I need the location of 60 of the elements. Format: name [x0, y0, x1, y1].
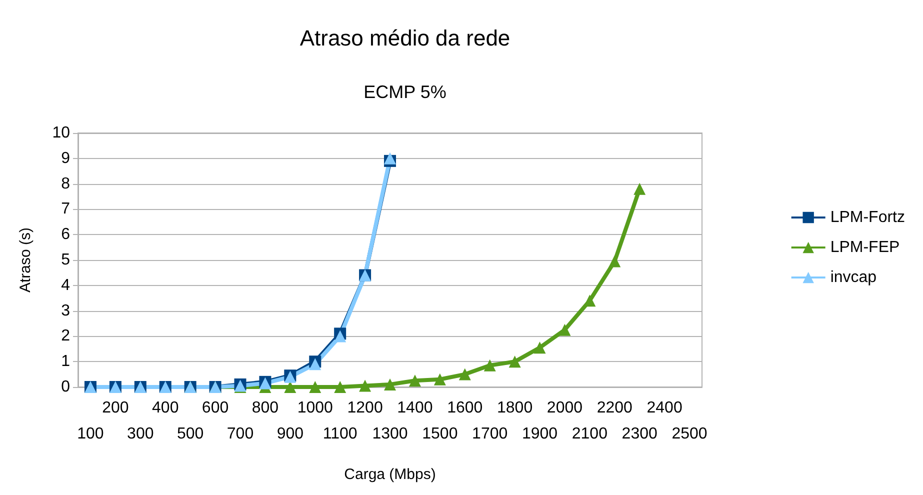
legend-label: invcap: [830, 269, 877, 286]
y-tick-label: 3: [61, 302, 70, 320]
x-tick-label: 1700: [472, 426, 508, 442]
point: [434, 373, 446, 386]
x-tick-label: 400: [152, 400, 179, 416]
y-tick-label: 2: [61, 328, 70, 345]
x-tick-label: 1100: [322, 426, 358, 442]
legend-label: LPM-Fortz: [830, 209, 905, 226]
legend-label: LPM-FEP: [830, 239, 900, 256]
y-tick-label: 1: [61, 353, 70, 370]
x-tick-label: 2200: [596, 400, 633, 416]
x-tick-label: 700: [226, 426, 254, 442]
x-tick-label: 800: [252, 400, 279, 416]
point: [508, 356, 521, 368]
y-tick-label: 0: [61, 378, 70, 396]
x-tick-label: 300: [127, 426, 154, 442]
x-tick-label: 500: [176, 426, 204, 442]
x-tick-label: 1800: [497, 400, 533, 416]
y-tick-label: 8: [61, 175, 70, 192]
point: [309, 358, 322, 370]
y-tick-label: 7: [61, 200, 70, 218]
x-tick-label: 1000: [297, 400, 334, 416]
x-tick-label: 2000: [546, 400, 583, 416]
point: [384, 378, 396, 390]
y-axis-title: Atraso (s): [17, 227, 34, 293]
point: [634, 182, 646, 195]
x-tick-label: 1200: [347, 400, 383, 416]
point: [384, 152, 396, 164]
point: [484, 359, 496, 372]
x-tick-label: 200: [102, 400, 129, 416]
x-tick-label: 2500: [672, 426, 708, 442]
point: [359, 380, 372, 392]
point: [334, 330, 346, 342]
x-tick-label: 1400: [397, 400, 433, 416]
point: [608, 255, 621, 268]
x-axis-title: Carga (Mbps): [344, 466, 436, 483]
x-tick-label: 1300: [372, 426, 408, 442]
x-tick-label: 1900: [522, 426, 558, 442]
y-tick-label: 5: [61, 252, 70, 268]
x-tick-label: 1600: [447, 400, 483, 416]
point: [458, 368, 471, 380]
y-tick-label: 4: [61, 276, 70, 294]
point: [558, 324, 571, 336]
y-tick-label: 9: [61, 150, 70, 167]
x-tick-label: 2400: [646, 400, 682, 416]
x-tick-label: 100: [77, 426, 104, 442]
y-tick-label: 6: [61, 226, 70, 244]
point: [408, 374, 421, 387]
point: [284, 381, 296, 393]
x-tick-label: 2300: [622, 426, 658, 442]
x-tick-label: 2100: [572, 426, 608, 442]
chart-title: Atraso médio da rede: [300, 26, 510, 50]
y-tick-label: 10: [52, 124, 70, 142]
x-tick-label: 1500: [422, 426, 458, 442]
x-tick-label: 900: [276, 426, 304, 442]
point: [334, 381, 346, 393]
chart-subtitle: ECMP 5%: [364, 82, 446, 102]
point: [309, 381, 322, 393]
point: [534, 342, 546, 354]
x-tick-label: 600: [202, 400, 229, 416]
